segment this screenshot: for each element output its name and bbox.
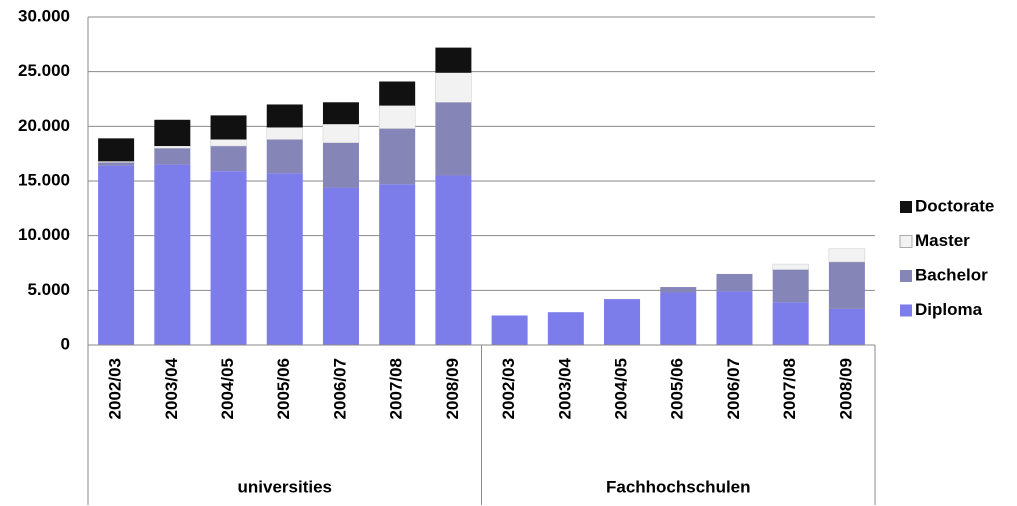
bar-segment xyxy=(435,175,472,345)
x-tick-label: 2005/06 xyxy=(668,358,687,419)
legend-label: Master xyxy=(915,231,970,250)
bar-segment xyxy=(435,47,472,73)
legend-label: Diploma xyxy=(915,300,983,319)
bar-segment xyxy=(266,104,303,128)
group-label: Fachhochschulen xyxy=(606,477,751,496)
bar-segment xyxy=(828,248,866,263)
legend-swatch xyxy=(899,235,913,248)
x-tick-label: 2002/03 xyxy=(106,358,125,419)
y-tick-label: 0 xyxy=(61,334,70,353)
group-label: universities xyxy=(238,477,333,496)
x-tick-label: 2005/06 xyxy=(274,358,293,419)
bar-segment xyxy=(435,72,472,103)
legend-label: Bachelor xyxy=(915,265,988,284)
x-tick-label: 2008/09 xyxy=(443,358,462,419)
bar-segment xyxy=(154,148,191,165)
bar-segment xyxy=(772,263,809,270)
bar-segment xyxy=(491,315,528,345)
legend-swatch xyxy=(900,201,912,213)
bar-segment xyxy=(828,308,865,345)
x-tick-label: 2003/04 xyxy=(555,357,574,419)
x-tick-label: 2003/04 xyxy=(162,357,181,419)
bar-segment xyxy=(379,81,416,106)
bar-segment xyxy=(154,119,191,147)
bar-segment xyxy=(772,269,809,303)
x-tick-label: 2008/09 xyxy=(836,358,855,419)
y-tick-label: 5.000 xyxy=(27,280,70,299)
y-tick-label: 30.000 xyxy=(18,6,70,25)
bar-segment xyxy=(266,173,303,345)
bar-segment xyxy=(266,139,303,174)
x-tick-label: 2007/08 xyxy=(780,358,799,419)
legend-swatch xyxy=(900,270,912,282)
y-tick-label: 10.000 xyxy=(18,225,70,244)
bar-segment xyxy=(828,261,865,309)
bar-segment xyxy=(322,142,359,188)
bar-segment xyxy=(210,171,247,345)
bar-segment xyxy=(322,123,360,143)
y-tick-label: 25.000 xyxy=(18,61,70,80)
bar-segment xyxy=(98,162,135,166)
bar-segment xyxy=(547,312,584,345)
x-tick-label: 2007/08 xyxy=(387,358,406,419)
bar-segment xyxy=(154,145,191,149)
x-tick-label: 2004/05 xyxy=(218,358,237,419)
bar-segment xyxy=(322,102,359,125)
bar-segment xyxy=(716,273,753,292)
bar-segment xyxy=(379,184,416,345)
x-tick-label: 2006/07 xyxy=(724,358,743,419)
bar-segment xyxy=(772,302,809,345)
bar-segment xyxy=(266,127,303,140)
bar-segment xyxy=(322,187,359,345)
bar-segment xyxy=(98,165,135,345)
bar-segment xyxy=(660,292,697,345)
bar-segment xyxy=(210,146,247,172)
bar-segment xyxy=(98,138,135,162)
x-tick-label: 2002/03 xyxy=(499,358,518,419)
x-tick-label: 2006/07 xyxy=(330,358,349,419)
bar-segment xyxy=(210,115,247,140)
bar-segment xyxy=(379,128,416,185)
y-tick-label: 20.000 xyxy=(18,116,70,135)
legend-swatch xyxy=(900,304,912,317)
bar-segment xyxy=(154,164,191,345)
bar-segment xyxy=(716,291,753,345)
y-tick-label: 15.000 xyxy=(18,170,70,189)
bar-segment xyxy=(660,287,697,293)
bar-segment xyxy=(604,299,641,345)
bar-segment xyxy=(378,105,416,129)
bar-segment xyxy=(97,161,135,163)
legend-label: Doctorate xyxy=(915,196,994,215)
x-tick-label: 2004/05 xyxy=(612,358,631,419)
bar-segment xyxy=(210,139,247,147)
bar-segment xyxy=(435,102,472,176)
